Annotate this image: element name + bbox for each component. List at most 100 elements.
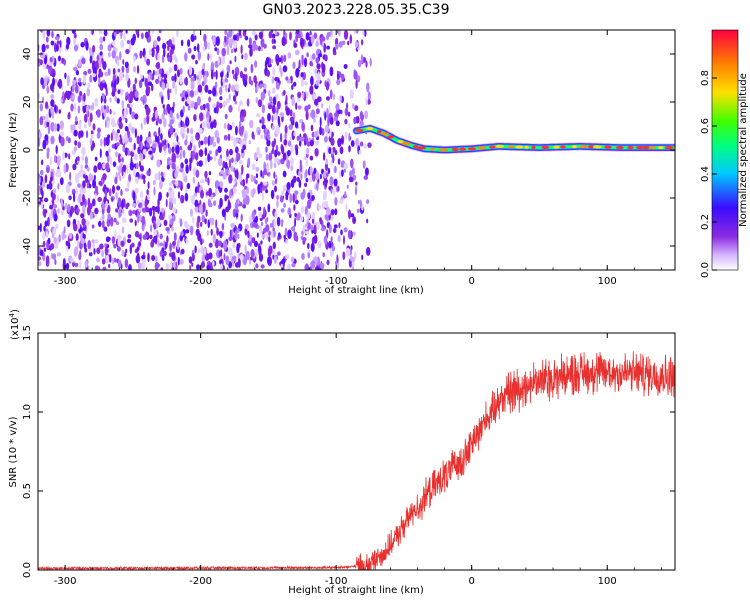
noise-blob xyxy=(344,191,347,198)
noise-blob xyxy=(354,105,359,112)
noise-blob xyxy=(146,86,151,94)
noise-blob xyxy=(94,156,98,162)
noise-blob xyxy=(268,96,273,102)
noise-blob xyxy=(310,109,316,119)
noise-blob xyxy=(285,94,288,103)
noise-blob xyxy=(316,181,319,192)
noise-blob xyxy=(239,100,243,106)
noise-blob xyxy=(305,223,308,228)
noise-blob xyxy=(310,260,316,269)
noise-blob xyxy=(234,157,237,165)
noise-blob xyxy=(224,113,228,120)
noise-blob xyxy=(125,72,129,82)
noise-blob xyxy=(77,141,81,149)
noise-blob xyxy=(63,226,66,234)
noise-blob xyxy=(75,233,79,242)
noise-blob xyxy=(117,171,121,176)
noise-blob xyxy=(251,131,255,140)
noise-blob xyxy=(132,83,136,91)
noise-blob xyxy=(129,91,134,101)
noise-blob xyxy=(101,258,106,265)
noise-blob xyxy=(336,254,339,264)
noise-blob xyxy=(282,89,286,96)
noise-blob xyxy=(43,197,49,203)
noise-blob xyxy=(213,107,217,114)
noise-blob xyxy=(198,149,204,158)
noise-blob xyxy=(200,239,203,246)
noise-blob xyxy=(169,88,172,94)
noise-blob xyxy=(102,163,106,170)
noise-blob xyxy=(65,262,70,270)
signal-hotspot xyxy=(495,144,505,148)
noise-blob xyxy=(244,227,248,236)
noise-blob xyxy=(234,146,239,154)
noise-blob xyxy=(121,199,124,210)
noise-blob xyxy=(166,82,169,90)
noise-blob xyxy=(265,146,268,153)
x-tick-label: -200 xyxy=(189,576,212,587)
noise-blob xyxy=(194,245,197,254)
noise-blob xyxy=(348,132,351,142)
noise-blob xyxy=(354,41,359,48)
noise-blob xyxy=(120,188,123,196)
noise-blob xyxy=(131,126,136,134)
noise-blob xyxy=(89,138,93,146)
noise-blob xyxy=(280,55,284,64)
x-tick-label: -300 xyxy=(54,276,77,287)
noise-blob xyxy=(232,187,237,194)
noise-blob xyxy=(305,110,309,121)
noise-blob xyxy=(102,36,106,42)
noise-blob xyxy=(81,218,86,226)
noise-blob xyxy=(208,150,212,155)
noise-blob xyxy=(350,213,355,218)
noise-blob xyxy=(223,101,228,106)
noise-blob xyxy=(209,217,212,223)
noise-blob xyxy=(328,224,332,234)
noise-blob xyxy=(70,257,75,263)
noise-blob xyxy=(284,227,288,237)
noise-blob xyxy=(50,243,55,250)
noise-blob xyxy=(315,140,318,147)
noise-blob xyxy=(328,147,332,154)
noise-blob xyxy=(327,167,331,175)
noise-blob xyxy=(172,101,175,109)
noise-blob xyxy=(210,121,214,130)
noise-blob xyxy=(121,157,124,163)
noise-blob xyxy=(142,234,147,240)
noise-blob xyxy=(319,116,322,127)
noise-blob xyxy=(254,152,258,161)
noise-blob xyxy=(173,197,177,205)
noise-blob xyxy=(324,111,327,121)
noise-blob xyxy=(322,252,325,258)
noise-blob xyxy=(349,89,354,100)
noise-blob xyxy=(290,157,294,166)
noise-blob xyxy=(248,216,253,223)
noise-blob xyxy=(252,42,257,52)
noise-blob xyxy=(238,30,242,37)
noise-blob xyxy=(166,192,169,198)
noise-blob xyxy=(304,263,310,270)
noise-blob xyxy=(112,111,116,116)
noise-blob xyxy=(232,255,237,261)
noise-blob xyxy=(353,116,357,125)
noise-blob xyxy=(141,255,146,260)
noise-blob xyxy=(273,112,278,121)
noise-blob xyxy=(329,89,333,100)
noise-blob xyxy=(268,90,271,97)
scale-label-exponent: 4 xyxy=(8,312,16,317)
noise-blob xyxy=(362,160,366,169)
noise-blob xyxy=(88,203,93,210)
noise-blob xyxy=(46,167,50,174)
noise-blob xyxy=(56,123,60,132)
noise-blob xyxy=(345,247,351,257)
noise-blob xyxy=(86,130,89,139)
noise-blob xyxy=(247,240,250,246)
noise-blob xyxy=(141,223,145,232)
noise-blob xyxy=(280,190,285,197)
noise-blob xyxy=(111,90,116,97)
noise-blob xyxy=(51,30,54,38)
noise-blob xyxy=(348,209,351,220)
noise-blob xyxy=(98,161,102,171)
noise-blob xyxy=(273,157,279,163)
noise-blob xyxy=(80,238,85,245)
